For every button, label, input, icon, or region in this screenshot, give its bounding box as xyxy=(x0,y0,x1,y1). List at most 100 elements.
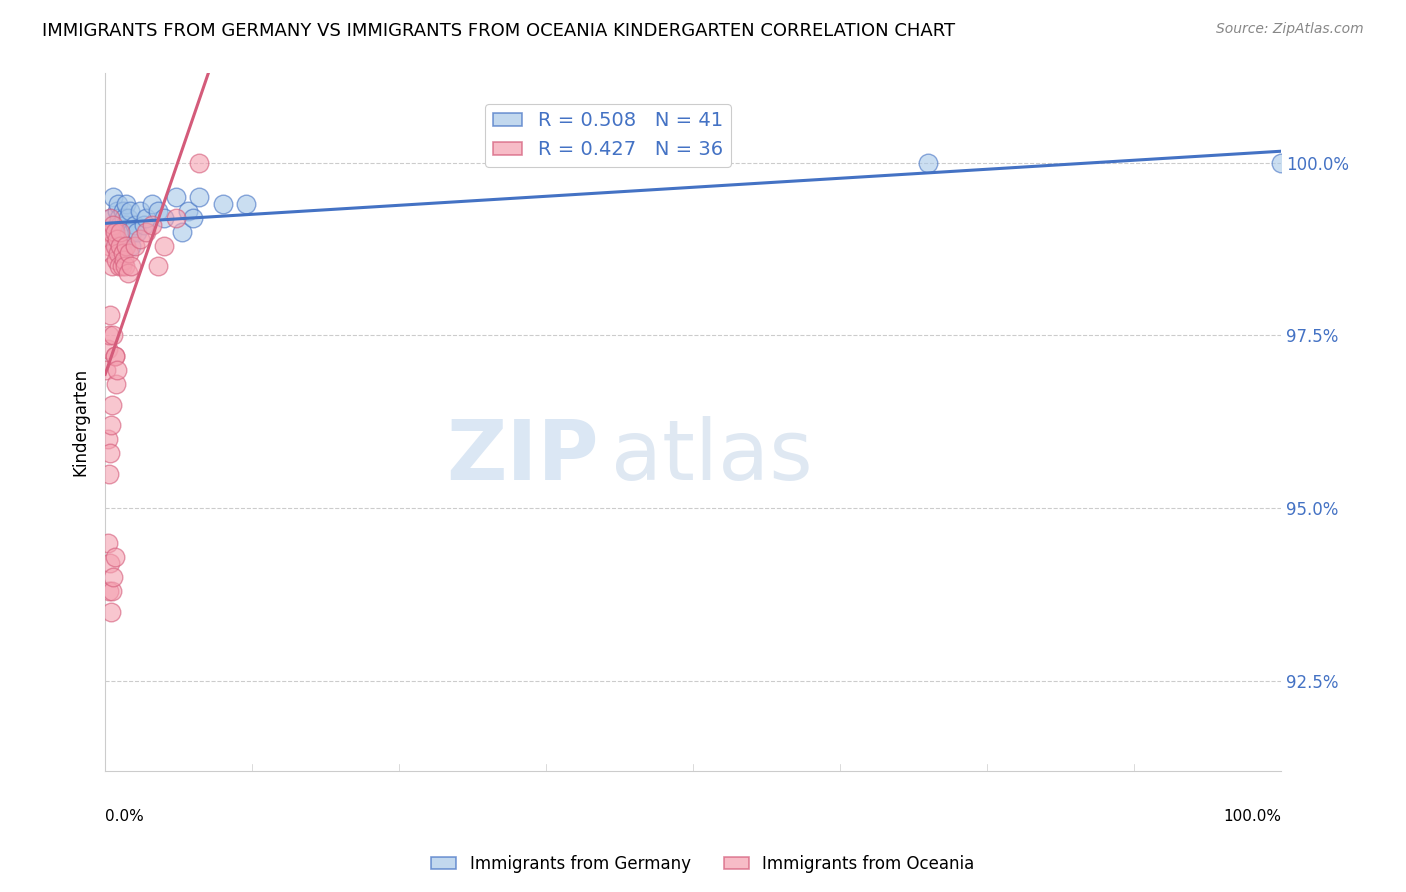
Point xyxy=(110,238,132,252)
Point xyxy=(135,225,157,239)
Point xyxy=(104,225,127,239)
Point xyxy=(111,204,134,219)
Text: Source: ZipAtlas.com: Source: ZipAtlas.com xyxy=(1216,22,1364,37)
Point xyxy=(153,211,176,225)
Point xyxy=(107,245,129,260)
Point xyxy=(100,211,122,225)
Point xyxy=(153,238,176,252)
Point xyxy=(104,349,127,363)
Point xyxy=(103,218,125,232)
Point xyxy=(118,245,141,260)
Point xyxy=(170,225,193,239)
Point xyxy=(118,225,141,239)
Point xyxy=(111,260,134,274)
Text: 100.0%: 100.0% xyxy=(1223,809,1281,824)
Point xyxy=(100,605,122,619)
Point xyxy=(108,260,131,274)
Point xyxy=(165,211,187,225)
Text: atlas: atlas xyxy=(610,417,813,497)
Point xyxy=(117,211,139,225)
Point xyxy=(111,245,134,260)
Point xyxy=(129,204,152,219)
Point xyxy=(105,204,128,219)
Point xyxy=(117,266,139,280)
Point xyxy=(111,225,134,239)
Point xyxy=(110,225,132,239)
Point xyxy=(111,232,134,246)
Point xyxy=(104,252,127,267)
Point xyxy=(141,218,163,232)
Point xyxy=(146,260,169,274)
Point xyxy=(146,204,169,219)
Point xyxy=(124,218,146,232)
Point xyxy=(114,260,136,274)
Point xyxy=(104,549,127,564)
Point xyxy=(105,218,128,232)
Point xyxy=(103,328,125,343)
Y-axis label: Kindergarten: Kindergarten xyxy=(72,368,89,476)
Point xyxy=(120,260,142,274)
Point xyxy=(104,238,127,252)
Point xyxy=(98,446,121,460)
Point xyxy=(188,190,211,204)
Text: 0.0%: 0.0% xyxy=(105,809,143,824)
Legend: R = 0.508   N = 41, R = 0.427   N = 36: R = 0.508 N = 41, R = 0.427 N = 36 xyxy=(485,103,731,167)
Point xyxy=(97,343,120,357)
Point xyxy=(101,584,124,599)
Point xyxy=(97,238,120,252)
Point xyxy=(132,218,155,232)
Point xyxy=(101,398,124,412)
Point xyxy=(105,363,128,377)
Point xyxy=(114,218,136,232)
Point xyxy=(115,232,138,246)
Point xyxy=(98,308,121,322)
Text: ZIP: ZIP xyxy=(447,417,599,497)
Point xyxy=(118,204,141,219)
Point xyxy=(104,238,127,252)
Point xyxy=(97,535,120,549)
Point xyxy=(105,232,128,246)
Point xyxy=(97,584,120,599)
Point xyxy=(97,328,120,343)
Point xyxy=(108,211,131,225)
Point xyxy=(97,467,120,481)
Point xyxy=(235,197,257,211)
Point xyxy=(211,197,233,211)
Point xyxy=(121,225,143,239)
Point xyxy=(98,211,121,225)
Point xyxy=(100,245,122,260)
Point xyxy=(100,418,122,433)
Point xyxy=(108,225,131,239)
Point xyxy=(1270,155,1292,169)
Point xyxy=(917,155,939,169)
Legend: Immigrants from Germany, Immigrants from Oceania: Immigrants from Germany, Immigrants from… xyxy=(425,848,981,880)
Point xyxy=(125,225,148,239)
Point xyxy=(114,238,136,252)
Point xyxy=(188,155,211,169)
Point xyxy=(112,252,135,267)
Point xyxy=(135,211,157,225)
Point xyxy=(107,197,129,211)
Point xyxy=(129,232,152,246)
Point xyxy=(104,349,127,363)
Point xyxy=(97,225,120,239)
Point xyxy=(110,218,132,232)
Point xyxy=(115,197,138,211)
Point xyxy=(120,238,142,252)
Point xyxy=(101,260,124,274)
Point xyxy=(115,238,138,252)
Point xyxy=(103,190,125,204)
Point xyxy=(110,245,132,260)
Point xyxy=(124,238,146,252)
Point xyxy=(165,190,187,204)
Point xyxy=(183,211,205,225)
Point xyxy=(104,225,127,239)
Point xyxy=(100,225,122,239)
Point xyxy=(141,197,163,211)
Point xyxy=(112,211,135,225)
Text: IMMIGRANTS FROM GERMANY VS IMMIGRANTS FROM OCEANIA KINDERGARTEN CORRELATION CHAR: IMMIGRANTS FROM GERMANY VS IMMIGRANTS FR… xyxy=(42,22,955,40)
Point xyxy=(98,557,121,571)
Point xyxy=(97,432,120,446)
Point xyxy=(176,204,198,219)
Point xyxy=(96,363,118,377)
